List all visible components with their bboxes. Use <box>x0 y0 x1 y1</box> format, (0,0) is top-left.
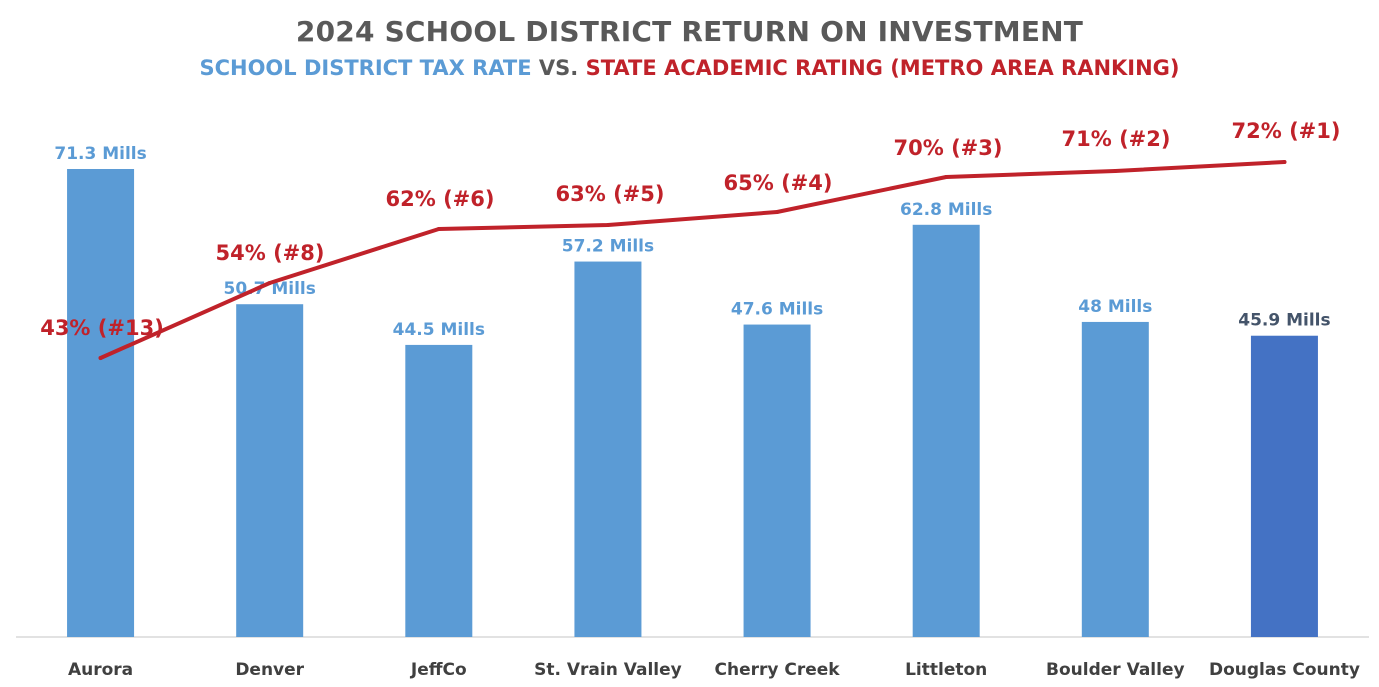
bar-value-label: 57.2 Mills <box>562 237 654 257</box>
line-point <box>267 281 272 285</box>
bar-boulder-valley <box>1081 321 1149 637</box>
bar-value-label: 47.6 Mills <box>731 300 823 320</box>
line-point <box>436 227 441 231</box>
bar-st-vrain-valley <box>574 261 642 637</box>
line-value-label: 65% (#4) <box>724 171 833 195</box>
category-label: Littleton <box>905 660 987 680</box>
bar-aurora <box>67 169 135 637</box>
category-label: Boulder Valley <box>1046 660 1185 680</box>
line-point <box>775 210 780 214</box>
line-point <box>1282 160 1287 164</box>
category-label: JeffCo <box>410 660 467 680</box>
bar-value-label: 45.9 Mills <box>1238 311 1330 331</box>
line-point <box>1113 169 1118 173</box>
line-value-label: 71% (#2) <box>1062 127 1171 151</box>
line-value-label: 63% (#5) <box>556 182 665 206</box>
line-value-label: 54% (#8) <box>216 241 325 265</box>
bar-douglas-county <box>1250 335 1318 637</box>
bar-value-label: 62.8 Mills <box>900 200 992 220</box>
category-label: St. Vrain Valley <box>534 660 682 680</box>
bar-cherry-creek <box>743 324 811 637</box>
category-label: Cherry Creek <box>715 660 841 680</box>
line-value-label: 70% (#3) <box>894 136 1003 160</box>
line-point <box>98 356 103 360</box>
bar-littleton <box>912 224 980 637</box>
bar-value-label: 44.5 Mills <box>393 320 485 340</box>
category-label: Denver <box>235 660 304 680</box>
chart-title: 2024 SCHOOL DISTRICT RETURN ON INVESTMEN… <box>295 15 1084 48</box>
subtitle-vs: VS. <box>531 56 586 80</box>
subtitle-tax-rate: SCHOOL DISTRICT TAX RATE <box>199 56 532 80</box>
bar-value-label: 48 Mills <box>1078 297 1152 317</box>
category-label: Aurora <box>68 660 133 680</box>
category-label: Douglas County <box>1209 660 1360 680</box>
academic-rating-line <box>98 160 1287 360</box>
bar-value-label: 71.3 Mills <box>54 144 146 164</box>
bar-denver <box>236 304 304 637</box>
line-point <box>605 223 610 227</box>
line-value-label: 43% (#13) <box>40 316 164 340</box>
line-value-label: 72% (#1) <box>1232 119 1341 143</box>
chart-header: 2024 SCHOOL DISTRICT RETURN ON INVESTMEN… <box>0 14 1379 82</box>
bar-jeffco <box>405 344 473 637</box>
line-point <box>944 175 949 179</box>
subtitle-academic-rating: STATE ACADEMIC RATING (METRO AREA RANKIN… <box>585 56 1180 80</box>
line-value-label: 62% (#6) <box>386 187 495 211</box>
chart-subtitle: SCHOOL DISTRICT TAX RATE VS. STATE ACADE… <box>0 54 1379 82</box>
